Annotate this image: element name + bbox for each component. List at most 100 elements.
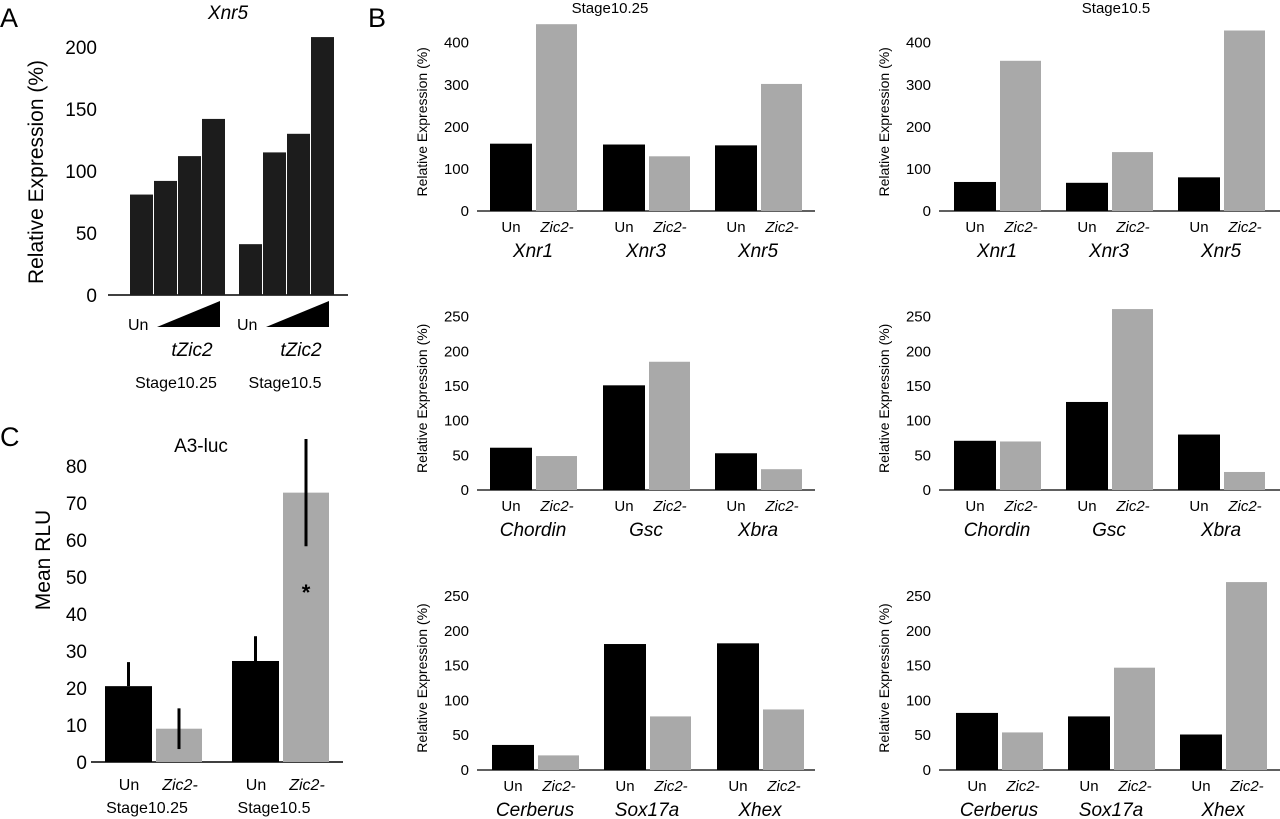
bar-zic2	[649, 361, 690, 490]
un-label: Un	[128, 317, 148, 334]
y-tick-label: 200	[444, 343, 469, 360]
bar-un	[490, 447, 532, 490]
panel-label-c: C	[0, 422, 20, 452]
y-tick-label: 30	[66, 642, 87, 663]
y-tick-label: 0	[923, 203, 931, 220]
sub-label-un: Un	[1191, 778, 1210, 795]
bar-un	[1066, 401, 1108, 490]
bar-un	[604, 644, 646, 770]
y-tick-label: 300	[906, 77, 931, 94]
panel-b-chart-1: B Stage10.25 Relative Expression (%) 0 100 20…	[368, 0, 815, 262]
sub-label-zic2: Zic2-	[1115, 498, 1149, 515]
bar	[239, 244, 262, 295]
significance-asterisk: *	[302, 580, 311, 605]
y-tick-label: 100	[906, 692, 931, 709]
bar-un	[717, 643, 759, 770]
y-axis-label: Relative Expression (%)	[414, 47, 430, 196]
sub-label-un: Un	[119, 777, 139, 794]
y-tick-label: 0	[76, 753, 87, 774]
gene-label: Sox17a	[615, 800, 679, 819]
sub-label-un: Un	[1077, 498, 1096, 515]
panel-a: A Xnr5 Relative Expression (%) 0 50 100 150 200…	[0, 3, 348, 392]
bar-zic2	[1114, 667, 1155, 770]
panel-label-a: A	[0, 3, 18, 33]
gene-label: Cerberus	[960, 800, 1039, 819]
sub-label-zic2: Zic2-	[1115, 219, 1149, 236]
treatment-label: tZic2	[280, 340, 322, 361]
gene-label: Xhex	[1200, 800, 1246, 819]
bar	[287, 133, 310, 295]
bar-un	[1178, 177, 1220, 211]
y-tick-label: 100	[906, 161, 931, 178]
y-axis-label: Relative Expression (%)	[876, 47, 892, 196]
bar-zic2	[1224, 471, 1265, 490]
y-axis-label: Mean RLU	[32, 510, 55, 610]
sub-label-un: Un	[1077, 219, 1096, 236]
sub-label-zic2: Zic2-	[1005, 778, 1039, 795]
sub-label-un: Un	[503, 778, 522, 795]
sub-label-un: Un	[1079, 778, 1098, 795]
dose-wedge-icon	[157, 301, 220, 327]
y-tick-label: 400	[444, 35, 469, 52]
sub-label-zic2: Zic2-	[541, 778, 575, 795]
treatment-label: tZic2	[171, 340, 213, 361]
y-tick-label: 150	[906, 658, 931, 675]
y-tick-label: 150	[65, 100, 97, 121]
bar-zic2	[1000, 441, 1041, 490]
bar-un	[956, 712, 998, 770]
bar-un	[954, 440, 996, 490]
sub-label-zic2: Zic2-	[653, 778, 687, 795]
y-tick-label: 80	[66, 457, 87, 478]
y-axis-label: Relative Expression (%)	[876, 603, 892, 752]
sub-label-un: Un	[614, 498, 633, 515]
y-tick-label: 250	[906, 588, 931, 605]
bar-zic2	[536, 456, 577, 490]
bar	[263, 152, 286, 295]
sub-label-zic2: Zic2-	[764, 498, 798, 515]
sub-label-zic2: Zic2-	[539, 219, 573, 236]
y-tick-label: 250	[444, 309, 469, 326]
panel-b-chart-4: Relative Expression (%) 0 50 100 150 200 250 Un…	[876, 309, 1280, 541]
stage-title: Stage10.5	[1082, 0, 1150, 17]
panel-b-chart-3: Relative Expression (%) 0 50 100 150 200 250 Un…	[414, 309, 815, 541]
bar	[202, 118, 225, 295]
bar-un	[1066, 182, 1108, 211]
stage-label: Stage10.5	[249, 375, 322, 392]
gene-label: Xnr5	[737, 241, 779, 262]
bar-un	[1180, 734, 1222, 770]
sub-label-un: Un	[965, 498, 984, 515]
y-tick-label: 150	[444, 658, 469, 675]
bar-un	[603, 385, 645, 490]
y-axis-label: Relative Expression (%)	[414, 324, 430, 473]
y-tick-label: 100	[444, 413, 469, 430]
sub-label-un: Un	[615, 778, 634, 795]
sub-label-zic2: Zic2-	[539, 498, 573, 515]
sub-label-zic2: Zic2-	[1003, 219, 1037, 236]
bar-un	[492, 744, 534, 770]
sub-label-zic2: Zic2-	[652, 219, 686, 236]
y-tick-label: 50	[76, 224, 97, 245]
bar-un	[954, 181, 996, 211]
sub-label-zic2: Zic2-	[764, 219, 798, 236]
bar-zic2	[650, 716, 691, 770]
gene-label: Cerberus	[496, 800, 575, 819]
sub-label-zic2: Zic2-	[1003, 498, 1037, 515]
bar	[130, 194, 153, 295]
sub-label-zic2: Zic2-	[1227, 219, 1261, 236]
gene-label: Xnr1	[976, 241, 1017, 262]
bar-zic2	[761, 83, 802, 211]
y-tick-label: 60	[66, 531, 87, 552]
gene-label: Xbra	[737, 520, 778, 541]
panel-b-chart-5: Relative Expression (%) 0 50 100 150 200 250 Un…	[414, 588, 815, 819]
bar	[154, 180, 177, 295]
gene-label: Xnr3	[625, 241, 667, 262]
bar-zic2	[763, 709, 804, 770]
bar-un	[105, 686, 152, 762]
y-tick-label: 200	[444, 119, 469, 136]
sub-label-zic2: Zic2-	[766, 778, 800, 795]
gene-label: Chordin	[964, 520, 1031, 541]
bar-zic2	[1000, 60, 1041, 211]
y-tick-label: 0	[923, 762, 931, 779]
y-tick-label: 50	[914, 447, 931, 464]
y-tick-label: 20	[66, 679, 87, 700]
